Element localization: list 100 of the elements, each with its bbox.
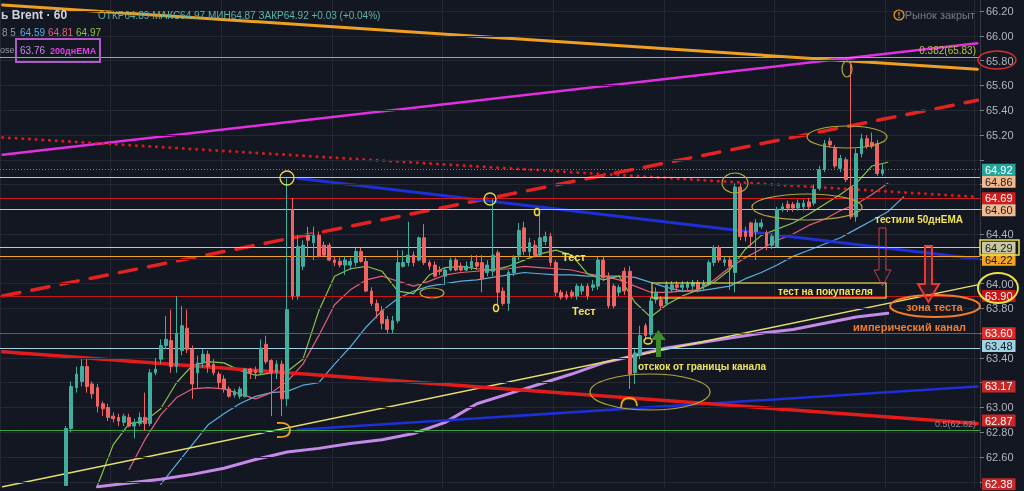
- candlestick: [528, 237, 531, 257]
- annotation: Рынок закрыт: [904, 9, 975, 21]
- candlestick: [659, 295, 663, 311]
- ref-line-label: 63.48: [985, 339, 1013, 352]
- candlestick: [154, 357, 157, 376]
- candlestick: [849, 62, 853, 220]
- annotation: 200днEMA: [50, 46, 97, 56]
- candlestick: [275, 359, 278, 380]
- y-tick-label: 66.20: [986, 5, 1014, 18]
- candlestick: [169, 309, 173, 374]
- candlestick: [617, 284, 621, 297]
- y-tick-label: 65.60: [986, 79, 1014, 92]
- ref-line-label: 64.92: [985, 163, 1013, 176]
- candlestick: [881, 162, 884, 177]
- candlestick: [143, 392, 147, 432]
- candlestick: [549, 232, 552, 267]
- annotation: тест на покупателя: [778, 285, 874, 297]
- y-tick-label: 65.20: [986, 129, 1014, 142]
- candlestick: [807, 197, 811, 210]
- candlestick: [522, 221, 526, 256]
- candlestick: [196, 354, 199, 390]
- candlestick: [649, 296, 653, 340]
- annotation: ose: [0, 45, 15, 55]
- candlestick: [259, 338, 263, 375]
- text: 62.87: [985, 414, 1013, 427]
- candlestick: [180, 305, 184, 356]
- candlestick: [728, 255, 732, 291]
- candlestick: [391, 315, 394, 334]
- candlestick: [417, 236, 421, 262]
- text: 64.97: [76, 26, 102, 38]
- candlestick: [464, 260, 468, 272]
- candlestick: [285, 177, 289, 407]
- candlestick: [823, 139, 826, 173]
- candlestick: [686, 280, 689, 291]
- candlestick: [733, 182, 737, 293]
- candlestick: [127, 413, 131, 428]
- candlestick: [665, 280, 668, 307]
- annotation: 0.382(65.83): [919, 44, 976, 56]
- candlestick: [702, 279, 705, 291]
- candlestick: [485, 259, 489, 277]
- candlestick: [201, 348, 205, 369]
- candlestick: [443, 267, 447, 286]
- candlestick: [117, 413, 120, 427]
- y-tick-label: 62.80: [986, 426, 1014, 439]
- candlestick: [670, 280, 674, 293]
- candlestick: [622, 267, 626, 296]
- candlestick: [422, 223, 426, 266]
- text: ь Brent · 60: [1, 8, 68, 22]
- candlestick: [338, 257, 342, 269]
- text: 63.76: [20, 44, 46, 56]
- y-tick-label: 66.00: [986, 29, 1014, 42]
- candlestick: [644, 322, 647, 342]
- candlestick: [370, 286, 373, 307]
- candlestick: [565, 290, 568, 301]
- ref-line-label: 64.86: [985, 175, 1013, 188]
- text: 64.59: [20, 26, 46, 38]
- ref-line-label: 63.90: [985, 290, 1013, 303]
- candlestick: [744, 226, 747, 243]
- candlestick: [212, 358, 215, 376]
- candlestick: [680, 280, 684, 292]
- candlestick: [601, 255, 605, 282]
- y-tick-label: 63.00: [986, 401, 1014, 414]
- candlestick: [333, 255, 336, 267]
- candlestick: [765, 229, 768, 251]
- candlestick: [470, 254, 473, 271]
- ref-line-label: 64.69: [985, 192, 1013, 205]
- candlestick: [428, 259, 431, 271]
- annotation: 62.38: [985, 478, 1013, 491]
- candlestick: [844, 156, 848, 183]
- candlestick: [80, 358, 84, 387]
- ref-line-label: 64.22: [985, 253, 1013, 266]
- candlestick: [717, 244, 721, 264]
- candlestick: [280, 359, 284, 417]
- candlestick: [138, 411, 142, 427]
- annotation: отскок от границы канала: [638, 360, 767, 372]
- candlestick: [628, 265, 632, 390]
- annotation: тестили 50днEMA: [875, 213, 963, 225]
- candlestick: [96, 383, 99, 413]
- candlestick: [796, 198, 800, 212]
- candlestick: [781, 202, 784, 213]
- candlestick: [586, 283, 589, 301]
- annotation: зона теста: [906, 301, 964, 313]
- y-tick-label: 64.40: [986, 228, 1014, 241]
- candlestick: [449, 257, 452, 272]
- candlestick: [749, 221, 753, 247]
- candlestick: [354, 247, 358, 267]
- ref-line-label: 64.60: [985, 204, 1013, 217]
- y-tick-label: 62.60: [986, 451, 1014, 464]
- y-tick-label: 65.40: [986, 104, 1014, 117]
- annotation: 8 5: [2, 26, 17, 38]
- candlestick: [175, 295, 178, 374]
- annotation: 63.17: [985, 380, 1013, 393]
- candlestick: [75, 366, 78, 394]
- candlestick: [122, 413, 126, 427]
- y-tick-label: 64.00: [986, 277, 1014, 290]
- candlestick: [507, 269, 510, 312]
- y-tick-label: 65.80: [986, 54, 1014, 67]
- candlestick: [233, 388, 236, 399]
- candlestick: [723, 255, 726, 267]
- ref-line-label: 63.60: [985, 327, 1013, 340]
